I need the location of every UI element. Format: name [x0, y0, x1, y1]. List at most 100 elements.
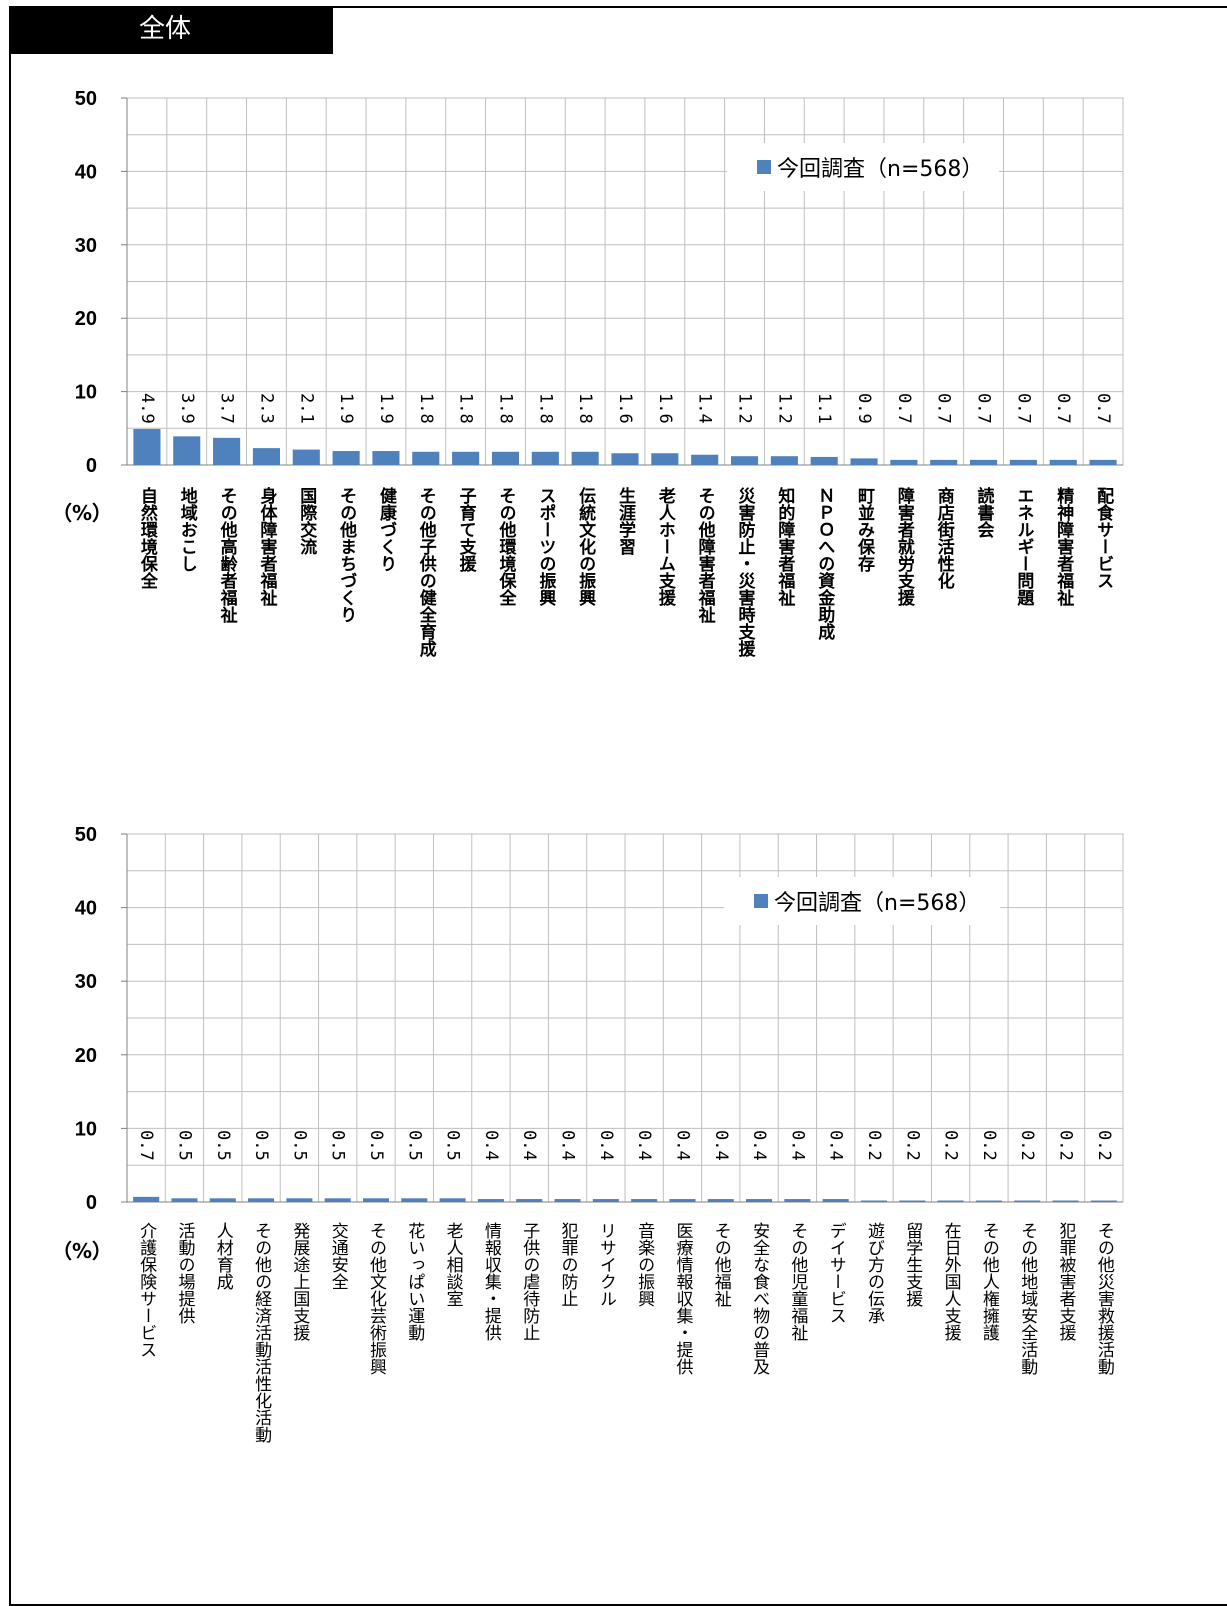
category-label: その他文化芸術振興	[366, 1222, 387, 1375]
value-label: 1.9	[336, 393, 356, 424]
bar	[571, 451, 599, 465]
value-label: 1.4	[695, 393, 715, 424]
category-label: その他福祉	[711, 1222, 732, 1307]
y-tick-label: 30	[75, 235, 97, 257]
value-label: 0.4	[672, 1130, 692, 1161]
value-label: 1.8	[535, 393, 555, 424]
bar	[372, 451, 400, 465]
value-label: 0.4	[787, 1130, 807, 1161]
bar	[975, 1200, 1002, 1202]
y-tick-label: 50	[75, 824, 97, 846]
category-label: 医療情報収集・提供	[672, 1222, 693, 1375]
bar	[669, 1199, 696, 1202]
category-label: 生涯学習	[615, 486, 636, 556]
bar	[770, 456, 798, 465]
bar	[554, 1199, 581, 1202]
bar	[1090, 1200, 1117, 1202]
value-label: 0.7	[974, 393, 994, 424]
bar	[252, 448, 280, 465]
category-label: 災害防止・災害時支援	[735, 487, 756, 658]
value-label: 0.2	[979, 1130, 999, 1161]
bar	[209, 1198, 236, 1202]
value-label: 0.2	[1056, 1130, 1076, 1161]
y-tick-label: 20	[75, 1045, 97, 1067]
y-tick-label: 0	[86, 455, 97, 477]
value-label: 0.5	[366, 1130, 386, 1161]
bar	[516, 1199, 543, 1202]
bar	[332, 451, 360, 465]
category-label: その他人権擁護	[979, 1222, 1000, 1341]
category-label: 老人相談室	[443, 1222, 464, 1307]
value-label: 0.5	[251, 1130, 271, 1161]
bar	[937, 1200, 964, 1202]
value-label: 0.4	[711, 1130, 731, 1161]
bar	[899, 1200, 926, 1202]
category-label: 健康づくり	[376, 486, 397, 572]
bar	[439, 1198, 466, 1202]
value-label: 3.9	[177, 393, 197, 424]
category-label: その他災害救援活動	[1094, 1222, 1115, 1376]
unit-label: （%）	[52, 1239, 112, 1263]
value-label: 1.9	[376, 393, 396, 424]
bar	[452, 451, 480, 465]
bar	[860, 1200, 888, 1202]
value-label: 4.9	[137, 393, 157, 424]
y-tick-label: 40	[75, 898, 97, 920]
category-label: 配食サービス	[1093, 487, 1114, 589]
bar	[746, 1199, 773, 1202]
y-tick-label: 0	[86, 1192, 97, 1214]
bar	[1052, 1200, 1079, 1202]
category-label: 知的障害者福祉	[774, 486, 796, 606]
category-label: 介護保険サービス	[136, 1222, 157, 1358]
category-label: スポーツの振興	[535, 487, 556, 607]
value-label: 1.2	[774, 393, 794, 424]
category-label: 国際交流	[296, 487, 317, 555]
bar	[491, 451, 520, 465]
category-label: その他障害者福祉	[695, 487, 717, 623]
bar	[171, 1198, 198, 1202]
category-label: 精神障害者福祉	[1053, 486, 1075, 606]
value-label: 0.5	[443, 1130, 463, 1161]
category-label: 商店街活性化	[934, 486, 956, 589]
y-tick-label: 20	[75, 308, 97, 330]
value-label: 0.2	[1094, 1130, 1114, 1161]
value-label: 0.4	[634, 1130, 654, 1161]
bar	[784, 1199, 811, 1202]
bar	[850, 458, 878, 465]
category-label: エネルギー問題	[1013, 487, 1034, 607]
value-label: 0.7	[136, 1130, 156, 1161]
value-label: 0.2	[864, 1130, 884, 1161]
bar	[822, 1199, 849, 1202]
value-label: 0.5	[328, 1130, 348, 1161]
value-label: 0.4	[749, 1130, 769, 1161]
value-label: 0.7	[894, 393, 914, 424]
value-label: 0.4	[826, 1130, 846, 1161]
value-label: 1.6	[655, 393, 675, 424]
value-label: 0.4	[558, 1130, 578, 1161]
value-label: 0.4	[596, 1130, 616, 1161]
category-label: その他環境保全	[495, 487, 516, 606]
category-label: 子供の虐待防止	[519, 1222, 540, 1341]
value-label: 1.8	[416, 393, 436, 424]
category-label: 子育て支援	[456, 487, 477, 573]
category-label: 留学生支援	[902, 1222, 923, 1308]
bar	[707, 1199, 734, 1202]
value-label: 0.5	[213, 1130, 233, 1161]
y-tick-label: 50	[75, 88, 97, 110]
category-label: その他の経済活動活性化活動	[251, 1222, 272, 1444]
value-label: 0.2	[902, 1130, 922, 1161]
category-label: 障害者就労支援	[894, 486, 916, 607]
value-label: 1.8	[575, 393, 595, 424]
legend-box	[727, 143, 999, 191]
category-label: 発展途上国支援	[289, 1222, 310, 1342]
category-label: 伝統文化の振興	[575, 486, 596, 607]
bar	[213, 437, 241, 465]
bar	[133, 1196, 160, 1202]
value-label: 1.8	[495, 393, 515, 424]
bar	[810, 456, 838, 465]
value-label: 0.5	[174, 1130, 194, 1161]
bar	[691, 454, 719, 465]
bar	[286, 1198, 313, 1202]
y-tick-label: 40	[75, 161, 97, 183]
category-label: 犯罪被害者支援	[1056, 1222, 1077, 1342]
